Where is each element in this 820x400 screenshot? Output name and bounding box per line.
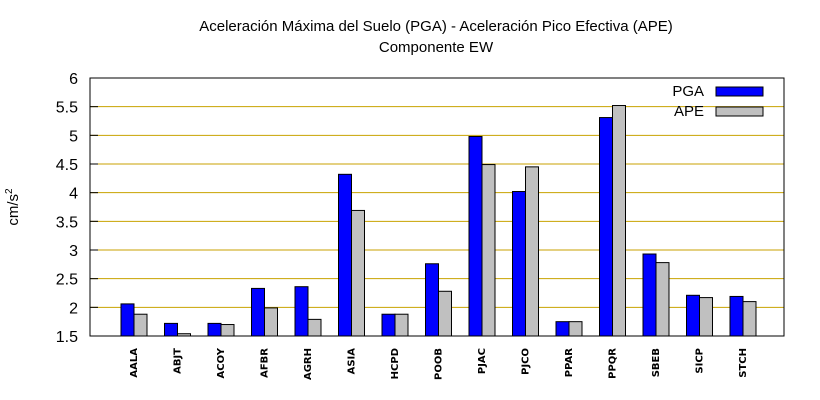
x-tick-label: POOB (434, 348, 445, 380)
bar-ape-ppqr (612, 105, 626, 337)
bar-pga-pjac (468, 135, 483, 337)
bar-ape-pjac (481, 164, 496, 337)
bar-pga-ppar (555, 321, 570, 337)
bar-ape-stch (742, 301, 757, 337)
bar-ape-sbeb (655, 262, 670, 337)
x-tick-label: STCH (738, 348, 749, 378)
bar-pga-asia (338, 173, 352, 337)
grid-lines (90, 106, 784, 308)
bar-ape-poob (438, 290, 452, 337)
x-tick-label: PJAC (477, 348, 488, 374)
bar-pga-poob (425, 263, 439, 337)
bar-pga-acoy (207, 322, 222, 337)
y-tick-label: 5 (69, 128, 78, 145)
bar-pga-aala (120, 303, 135, 337)
y-tick-label: 3 (69, 243, 78, 260)
x-tick-label: ASIA (347, 348, 358, 375)
bar-pga-hcpd (381, 313, 396, 337)
legend-label-pga: PGA (672, 83, 704, 100)
y-tick-label: 6 (69, 71, 78, 88)
x-axis-categories: AALA ABJT ACOY AFBR AGRH ASIA HCPD POOB PJAC PJCO… (129, 347, 749, 380)
bar-ape-ppar (568, 321, 583, 337)
bar-ape-aala (133, 313, 148, 337)
y-axis-label: cm/s2 (4, 188, 22, 226)
plot-area-frame (89, 77, 785, 337)
x-tick-label: AGRH (303, 348, 314, 380)
y-tick-label: 1.5 (56, 329, 78, 346)
bar-ape-agrh (307, 318, 322, 337)
x-tick-label: ACOY (216, 347, 227, 378)
bar-ape-asia (351, 209, 365, 337)
y-tick-label: 5.5 (56, 100, 78, 117)
bar-pga-afbr (251, 287, 265, 337)
x-tick-label: HCPD (390, 348, 401, 379)
x-tick-label: ABJT (173, 348, 184, 374)
bar-pga-pjco (512, 191, 526, 337)
bar-ape-afbr (264, 307, 278, 337)
x-tick-label: PPQR (608, 348, 619, 379)
bars (120, 105, 757, 337)
bar-ape-hcpd (394, 313, 409, 337)
bar-pga-abjt (164, 322, 178, 337)
legend-swatch-pga (715, 86, 764, 97)
bar-pga-agrh (294, 286, 309, 337)
legend: PGA APE (672, 83, 764, 120)
x-tick-label: AFBR (260, 348, 271, 378)
legend-swatch-ape (715, 106, 764, 117)
bar-pga-sbeb (642, 253, 657, 337)
x-tick-label: PJCO (521, 348, 532, 375)
x-tick-label: SICP (695, 348, 706, 374)
y-tick-label: 2.5 (56, 272, 78, 289)
x-tick-label: AALA (129, 348, 140, 378)
bar-pga-ppqr (599, 117, 613, 337)
y-axis-label-superscript: 2 (4, 188, 15, 194)
x-tick-label: SBEB (651, 348, 662, 377)
bar-ape-sicp (699, 297, 713, 337)
y-tick-label: 3.5 (56, 214, 78, 231)
bar-pga-stch (729, 295, 744, 337)
y-axis-label-text: cm/s (5, 194, 22, 226)
y-axis-ticks: 1.5 2 2.5 3 3.5 4 4.5 5 5.5 6 (56, 71, 98, 346)
bar-ape-acoy (220, 324, 235, 337)
chart-subtitle: Componente EW (379, 39, 494, 56)
y-tick-label: 4.5 (56, 157, 78, 174)
y-tick-label: 4 (69, 186, 78, 203)
bar-ape-pjco (525, 166, 539, 337)
legend-label-ape: APE (674, 103, 704, 120)
y-tick-label: 2 (69, 300, 78, 317)
chart-title: Aceleración Máxima del Suelo (PGA) - Ace… (199, 18, 673, 35)
bar-pga-sicp (686, 294, 700, 337)
x-tick-label: PPAR (564, 348, 575, 377)
